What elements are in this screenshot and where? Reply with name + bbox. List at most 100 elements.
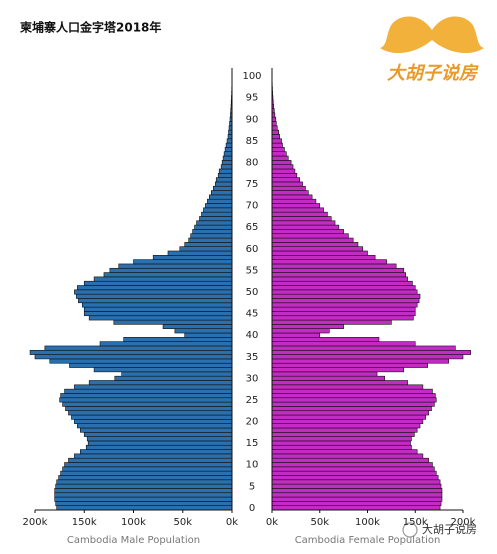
bar <box>49 358 233 364</box>
bar <box>77 285 233 291</box>
age-label: 15 <box>246 438 259 449</box>
x-tick-label: 0k <box>266 517 278 528</box>
bar <box>88 315 233 321</box>
bar <box>271 345 456 351</box>
bar <box>271 414 427 420</box>
bar <box>271 479 441 485</box>
bar <box>214 181 233 187</box>
age-label: 90 <box>246 114 259 125</box>
logo-text: 大胡子说房 <box>387 63 479 84</box>
bar <box>207 198 233 204</box>
bar <box>123 337 233 342</box>
bar <box>271 172 298 178</box>
bar <box>55 483 233 489</box>
age-label: 50 <box>246 287 259 298</box>
bar <box>271 207 324 213</box>
bar <box>226 138 233 144</box>
bar <box>58 475 233 481</box>
bar <box>271 302 418 308</box>
bar <box>271 276 408 282</box>
bar <box>271 216 332 222</box>
age-label: 45 <box>246 309 259 320</box>
bar <box>218 168 233 174</box>
age-label: 5 <box>249 481 255 492</box>
bar <box>271 449 418 455</box>
bar <box>209 194 233 200</box>
bar <box>76 293 233 299</box>
bar <box>68 457 233 463</box>
bar <box>271 138 282 144</box>
bar <box>271 147 285 153</box>
bar <box>271 142 283 148</box>
bar <box>74 289 233 295</box>
watermark-text: 大胡子说房 <box>422 522 477 536</box>
bar <box>184 332 233 338</box>
bar <box>271 371 378 377</box>
bar <box>190 233 233 239</box>
bar <box>271 505 441 511</box>
bar <box>271 393 436 399</box>
bar <box>271 298 420 304</box>
x-tick-label: 50k <box>310 517 329 528</box>
axis-title: Cambodia Female Population <box>295 535 441 546</box>
bar <box>201 211 233 217</box>
bar <box>271 367 405 373</box>
chart-title: 柬埔寨人口金字塔2018年 <box>19 20 161 35</box>
bar <box>215 177 233 183</box>
x-tick-label: 200k <box>23 517 48 528</box>
bar <box>54 496 233 502</box>
bar <box>83 280 233 286</box>
bar <box>271 419 424 424</box>
age-label: 75 <box>246 179 259 190</box>
mustache-icon <box>380 16 484 54</box>
bar <box>114 375 233 381</box>
bar <box>271 483 442 489</box>
age-label: 65 <box>246 222 259 233</box>
bar <box>83 431 233 437</box>
bar <box>83 306 233 312</box>
bar <box>271 263 397 269</box>
bar <box>271 324 344 329</box>
bar <box>93 276 233 282</box>
bar <box>271 168 296 174</box>
bar <box>271 319 392 325</box>
age-label: 20 <box>246 417 259 428</box>
bar <box>212 185 233 191</box>
bar <box>271 177 300 183</box>
bar <box>271 315 414 321</box>
x-tick-label: 100k <box>121 517 146 528</box>
bar <box>271 306 416 312</box>
bar <box>74 384 233 390</box>
bar <box>71 414 233 420</box>
bar <box>228 129 233 135</box>
bar <box>271 401 435 407</box>
bar <box>271 380 408 386</box>
bar <box>271 423 421 429</box>
bar <box>271 332 321 338</box>
bar <box>227 134 233 140</box>
bar <box>271 328 330 334</box>
bar <box>62 466 233 472</box>
bar <box>271 224 340 230</box>
bar <box>271 311 416 317</box>
bar <box>194 224 233 230</box>
x-tick-label: 200k <box>451 517 476 528</box>
bar <box>44 345 233 351</box>
bar <box>224 147 233 153</box>
bar <box>167 250 233 256</box>
bar <box>271 462 433 468</box>
bar <box>271 436 412 442</box>
age-label: 85 <box>246 136 259 147</box>
bar <box>271 129 279 135</box>
bar <box>78 298 233 304</box>
bar <box>199 216 233 222</box>
bar <box>271 341 416 347</box>
bar <box>271 406 432 412</box>
bar <box>271 410 429 416</box>
bar <box>174 328 233 334</box>
bar <box>56 479 233 485</box>
bar <box>74 453 233 459</box>
x-tick-label: 150k <box>72 517 97 528</box>
bar <box>271 492 443 498</box>
